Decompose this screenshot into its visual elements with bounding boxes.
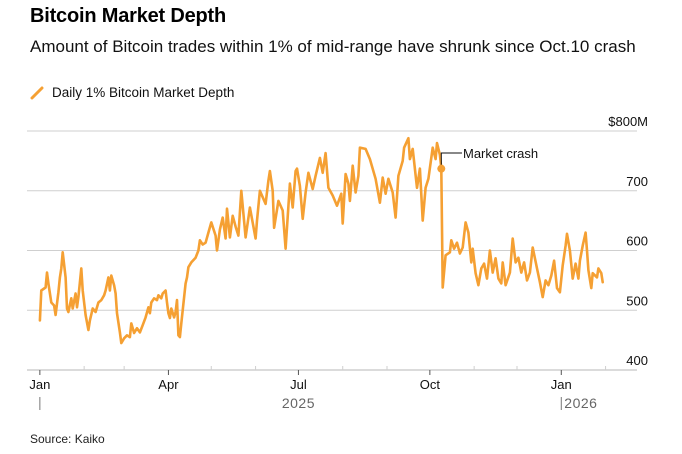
chart-title: Bitcoin Market Depth [30,5,227,27]
x-tick-label: Jan [551,377,572,392]
y-tick-label: 400 [626,353,648,368]
line-swatch-icon [30,86,44,99]
year-label: 2026 [564,395,597,411]
x-tick-label: Jul [290,377,307,392]
y-tick-label: 500 [626,293,648,308]
gridlines [27,130,637,311]
y-axis: $800M 700 600 500 400 [608,114,648,368]
y-tick-label: $800M [608,114,648,129]
chart-subtitle: Amount of Bitcoin trades within 1% of mi… [30,37,636,56]
series-layer [38,136,605,345]
y-tick-label: 600 [626,234,648,249]
y-tick-label: 700 [626,174,648,189]
annotation-leader-line [440,152,462,169]
series-line [38,136,605,345]
x-axis: Jan Apr Jul Oct Jan 2025 2026 [27,366,637,411]
annotation-layer: Market crash [437,146,538,173]
source-note: Source: Kaiko [30,432,105,446]
x-tick-label: Apr [158,377,179,392]
x-tick-label: Jan [29,377,50,392]
x-tick-label: Oct [420,377,441,392]
annotation-label: Market crash [463,146,538,161]
annotation-marker [437,164,446,173]
legend: Daily 1% Bitcoin Market Depth [30,85,234,100]
legend-label: Daily 1% Bitcoin Market Depth [52,85,235,100]
year-label: 2025 [282,395,315,411]
